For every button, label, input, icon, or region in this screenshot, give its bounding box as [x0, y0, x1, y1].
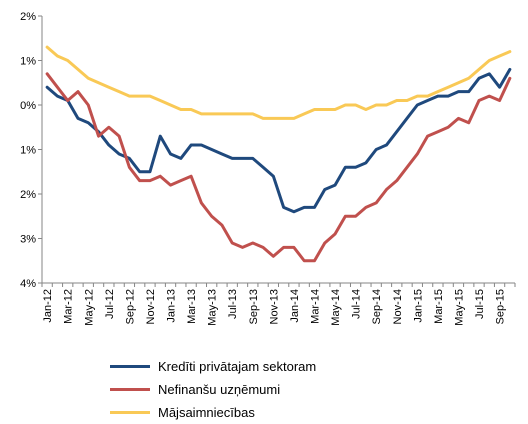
x-tick-label: Sep-12: [124, 289, 136, 324]
legend-label-households: Mājsaimniecības: [158, 405, 255, 420]
legend-item-private-sector-credit: Kredīti privātajam sektoram: [110, 355, 316, 378]
legend-label-private-sector-credit: Kredīti privātajam sektoram: [158, 359, 317, 374]
y-tick-label: 1%: [20, 56, 36, 68]
x-tick-label: Sep-13: [248, 289, 260, 324]
legend-label-non-financial-corporations: Nefinanšu uzņēmumi: [158, 382, 281, 397]
y-tick-label: 1%: [20, 145, 36, 157]
x-tick-label: May-14: [330, 289, 342, 326]
y-tick-label: 2%: [20, 189, 36, 201]
legend-item-non-financial-corporations: Nefinanšu uzņēmumi: [110, 378, 316, 401]
y-tick-label: 2%: [20, 11, 36, 23]
series-lines: [45, 45, 512, 263]
x-tick-label: Jan-15: [412, 289, 424, 323]
x-tick-label: Nov-13: [268, 289, 280, 324]
y-tick-label: 4%: [20, 278, 36, 290]
legend-swatch-private-sector-credit: [110, 365, 150, 368]
x-tick-label: Jan-14: [289, 289, 301, 323]
series-line-2: [45, 45, 512, 120]
x-tick-label: Jan-12: [42, 289, 54, 323]
x-tick-label: Jul-13: [227, 289, 239, 319]
x-tick-label: May-12: [83, 289, 95, 326]
series-line-1: [45, 72, 512, 263]
legend-swatch-households: [110, 411, 150, 414]
x-tick-label: Mar-15: [433, 289, 445, 324]
x-tick-label: Mar-13: [186, 289, 198, 324]
x-tick-label: Jul-15: [474, 289, 486, 319]
legend-item-households: Mājsaimniecības: [110, 401, 316, 424]
x-tick-label: Sep-15: [495, 289, 507, 324]
x-tick-label: Nov-14: [392, 289, 404, 324]
x-tick-label: Jan-13: [166, 289, 178, 323]
y-tick-label: 0%: [20, 100, 36, 112]
y-tick-label: 3%: [20, 234, 36, 246]
x-tick-label: Jul-12: [104, 289, 116, 319]
x-tick-label: May-15: [453, 289, 465, 326]
axes: [38, 15, 516, 287]
x-tick-label: Mar-14: [309, 289, 321, 324]
x-tick-label: Sep-14: [371, 289, 383, 324]
x-tick-label: May-13: [207, 289, 219, 326]
x-tick-label: Mar-12: [63, 289, 75, 324]
y-axis-ticks: 2% 1% 0% 1% 2% 3% 4%: [20, 11, 36, 290]
x-axis-ticks: Jan-12 Mar-12 May-12 Jul-12 Sep-12 Nov-12 Jan-…: [42, 289, 506, 326]
legend-swatch-non-financial-corporations: [110, 388, 150, 391]
legend: Kredīti privātajam sektoram Nefinanšu uz…: [110, 355, 316, 424]
x-tick-label: Nov-12: [145, 289, 157, 324]
x-tick-label: Jul-14: [351, 289, 363, 319]
